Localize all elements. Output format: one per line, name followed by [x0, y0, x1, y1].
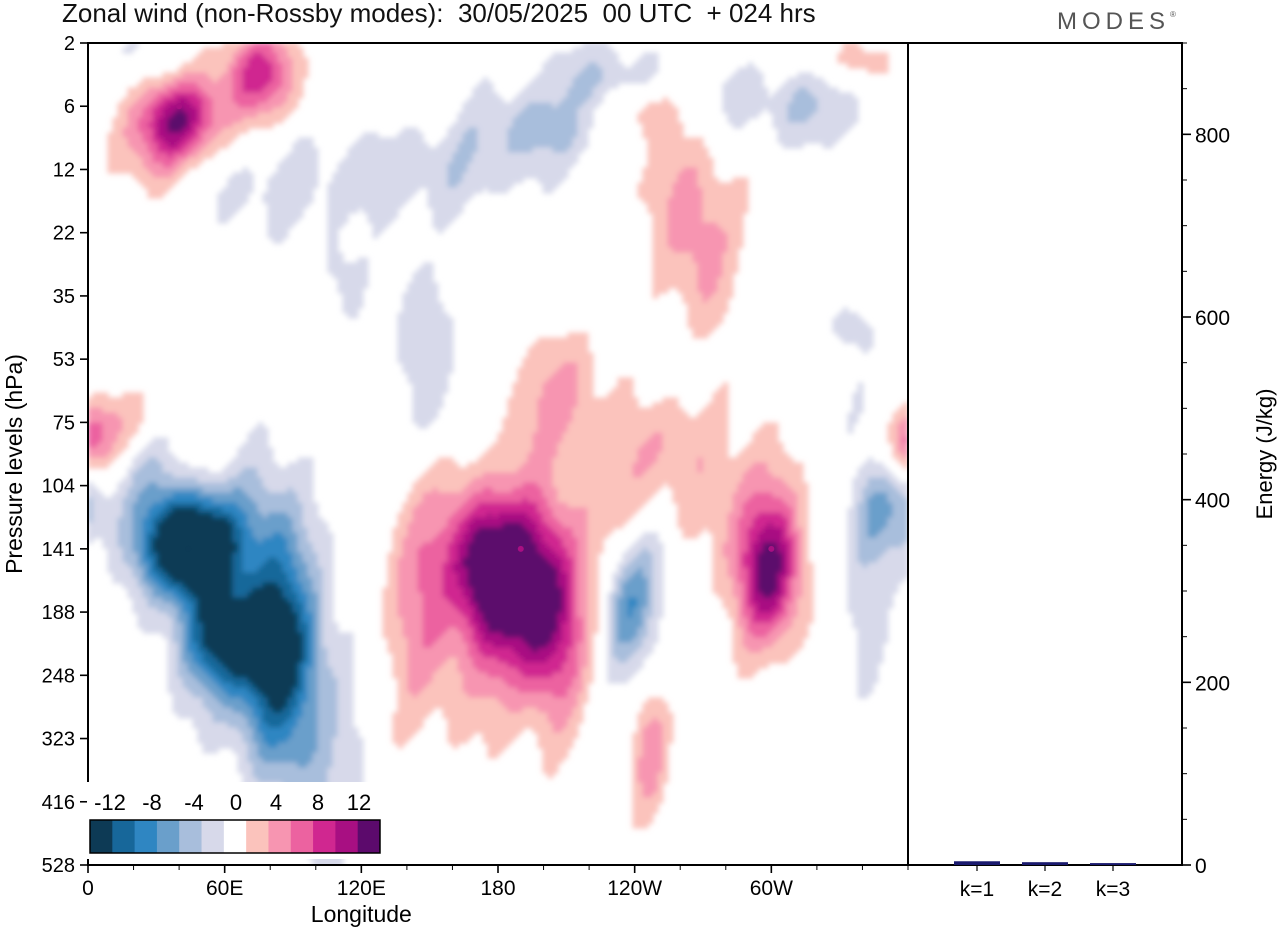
y-tick-label: 22	[53, 223, 75, 245]
x-tick-label: 60W	[750, 877, 793, 900]
colorbar-swatch-1	[112, 820, 136, 853]
wind-contour-field	[88, 43, 908, 865]
y-tick-label: 75	[53, 412, 75, 434]
y-tick-label: 141	[42, 539, 75, 561]
y-tick-label: 188	[42, 602, 75, 624]
energy-bar-k=3	[1090, 863, 1136, 865]
wind-core-0	[185, 545, 192, 552]
colorbar-frame	[89, 819, 381, 854]
y-tick-label: 35	[53, 286, 75, 308]
colorbar-tick-label: -8	[142, 790, 162, 815]
colorbar-tick-label: -12	[94, 790, 126, 815]
x-tick-label: 120W	[607, 877, 662, 900]
energy-tick-label: 400	[1195, 490, 1230, 513]
colorbar-swatch-9	[290, 820, 314, 853]
y-axis-label: Pressure levels (hPa)	[1, 354, 27, 574]
y-tick-label: 416	[42, 792, 75, 814]
colorbar: -12 -8 -4 0 4 8 12	[87, 782, 383, 859]
energy-tick-label: 800	[1195, 124, 1230, 147]
x-tick-label: 0	[82, 877, 94, 900]
energy-category-label: k=3	[1096, 878, 1130, 901]
energy-tick-label: 600	[1195, 307, 1230, 330]
x-tick-label: 60E	[206, 877, 243, 900]
chart-title: Zonal wind (non-Rossby modes): 30/05/202…	[62, 0, 816, 28]
x-axis-label: Longitude	[311, 901, 412, 927]
colorbar-swatch-7	[246, 820, 269, 853]
energy-category-label: k=2	[1028, 878, 1062, 901]
energy-axis-label: Energy (J/kg)	[1252, 389, 1277, 520]
colorbar-tick-label: 4	[270, 790, 282, 815]
energy-tick-label: 200	[1195, 672, 1230, 695]
energy-bars: 0 200 400 600 800 Energy (J/kg) k=1 k=2 k=3	[907, 42, 1277, 901]
colorbar-swatch-2	[134, 820, 158, 853]
y-tick-label: 323	[42, 729, 75, 751]
colorbar-tick-label: -4	[184, 790, 204, 815]
colorbar-tick-label: 8	[312, 790, 324, 815]
y-tick-label: 6	[64, 96, 75, 118]
wind-field-cells	[88, 43, 908, 865]
y-tick-label: 248	[42, 665, 75, 687]
energy-bar-k=2	[1022, 862, 1068, 865]
colorbar-swatch-6	[223, 820, 247, 853]
colorbar-swatch-12	[357, 820, 381, 853]
energy-bar-k=1	[954, 861, 1000, 865]
colorbar-swatch-4	[179, 820, 203, 853]
wind-core-2	[768, 545, 775, 552]
colorbar-swatch-11	[335, 820, 359, 853]
energy-category-label: k=1	[960, 878, 994, 901]
y-tick-label: 104	[42, 476, 75, 498]
y-tick-label: 528	[42, 855, 75, 877]
brand-logo: MODES®	[1057, 8, 1176, 35]
colorbar-swatch-10	[313, 820, 336, 853]
y-tick-label: 2	[64, 33, 75, 55]
colorbar-tick-label: 0	[230, 790, 242, 815]
y-tick-label: 53	[53, 349, 75, 371]
y-tick-label: 12	[53, 159, 75, 181]
x-tick-label: 120E	[337, 877, 386, 900]
wind-core-1	[517, 545, 524, 552]
energy-tick-label: 0	[1195, 855, 1207, 878]
colorbar-swatch-0	[90, 820, 113, 853]
colorbar-swatch-5	[201, 820, 225, 853]
wind-core-3	[176, 103, 183, 110]
x-tick-label: 180	[480, 877, 515, 900]
colorbar-tick-label: 12	[347, 790, 371, 815]
energy-panel-frame	[907, 42, 1183, 866]
colorbar-swatch-3	[156, 820, 180, 853]
colorbar-swatch-8	[268, 820, 292, 853]
